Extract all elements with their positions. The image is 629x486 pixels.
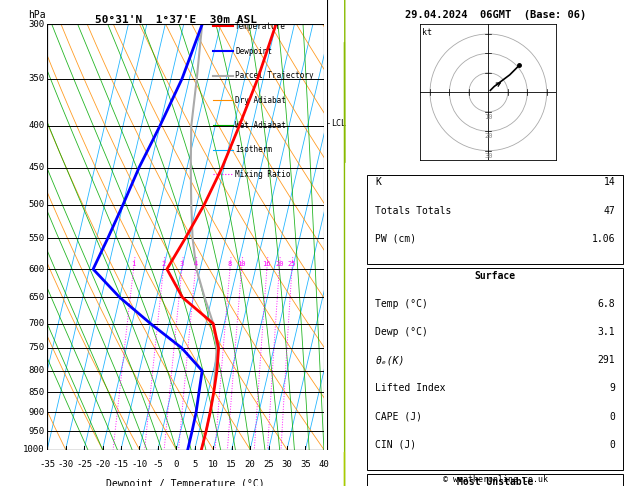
Bar bbox=[367, 175, 623, 264]
Text: Temperature: Temperature bbox=[235, 22, 286, 31]
Text: kt: kt bbox=[422, 28, 432, 37]
Text: PW (cm): PW (cm) bbox=[376, 234, 416, 244]
Text: 50°31'N  1°37'E  30m ASL: 50°31'N 1°37'E 30m ASL bbox=[95, 15, 257, 25]
Text: -20: -20 bbox=[94, 460, 111, 469]
Text: K: K bbox=[376, 177, 381, 188]
Text: Dry Adiabat: Dry Adiabat bbox=[235, 96, 286, 105]
Text: -35: -35 bbox=[39, 460, 55, 469]
Text: 3: 3 bbox=[180, 261, 184, 267]
Text: Dewp (°C): Dewp (°C) bbox=[376, 327, 428, 337]
Text: 291: 291 bbox=[598, 355, 615, 365]
Text: Surface: Surface bbox=[475, 271, 516, 281]
Text: -15: -15 bbox=[113, 460, 129, 469]
Text: θₑ(K): θₑ(K) bbox=[376, 355, 404, 365]
Text: 20: 20 bbox=[275, 261, 284, 267]
Text: 10: 10 bbox=[484, 114, 493, 120]
Text: 3.1: 3.1 bbox=[598, 327, 615, 337]
Text: 650: 650 bbox=[28, 293, 45, 302]
Text: -10: -10 bbox=[131, 460, 147, 469]
Text: -25: -25 bbox=[76, 460, 92, 469]
Text: 20: 20 bbox=[484, 133, 493, 139]
Text: LCL: LCL bbox=[331, 119, 346, 128]
Text: 0: 0 bbox=[174, 460, 179, 469]
Text: 35: 35 bbox=[300, 460, 311, 469]
Text: Most Unstable: Most Unstable bbox=[457, 477, 533, 486]
Text: 350: 350 bbox=[28, 74, 45, 83]
Text: Isotherm: Isotherm bbox=[235, 145, 272, 154]
Text: 0: 0 bbox=[610, 412, 615, 422]
Text: 4: 4 bbox=[193, 261, 198, 267]
Text: 1.06: 1.06 bbox=[592, 234, 615, 244]
Text: 900: 900 bbox=[28, 408, 45, 417]
Text: 10: 10 bbox=[237, 261, 246, 267]
Text: Totals Totals: Totals Totals bbox=[376, 206, 452, 216]
Text: Dewpoint / Temperature (°C): Dewpoint / Temperature (°C) bbox=[106, 479, 265, 486]
Text: 400: 400 bbox=[28, 122, 45, 130]
Text: 1000: 1000 bbox=[23, 445, 45, 454]
Text: 0: 0 bbox=[610, 440, 615, 450]
Text: hPa: hPa bbox=[28, 10, 45, 20]
Text: Lifted Index: Lifted Index bbox=[376, 383, 446, 394]
Text: Dewpoint: Dewpoint bbox=[235, 47, 272, 55]
Text: 1: 1 bbox=[131, 261, 136, 267]
Text: 6.8: 6.8 bbox=[598, 299, 615, 309]
Text: 300: 300 bbox=[28, 20, 45, 29]
Text: 800: 800 bbox=[28, 366, 45, 375]
Text: 600: 600 bbox=[28, 264, 45, 274]
Text: 8: 8 bbox=[228, 261, 232, 267]
Bar bbox=[367, 268, 623, 470]
Text: © weatheronline.co.uk: © weatheronline.co.uk bbox=[443, 474, 548, 484]
Text: 5: 5 bbox=[192, 460, 198, 469]
Text: 25: 25 bbox=[263, 460, 274, 469]
Text: 30: 30 bbox=[484, 153, 493, 158]
Bar bbox=[47, 24, 324, 450]
Text: Wet Adiabat: Wet Adiabat bbox=[235, 121, 286, 130]
Text: 25: 25 bbox=[287, 261, 296, 267]
Text: 16: 16 bbox=[263, 261, 271, 267]
Text: Parcel Trajectory: Parcel Trajectory bbox=[235, 71, 314, 80]
Text: 47: 47 bbox=[604, 206, 615, 216]
Text: -5: -5 bbox=[152, 460, 164, 469]
Text: CIN (J): CIN (J) bbox=[376, 440, 416, 450]
Text: 15: 15 bbox=[226, 460, 237, 469]
Text: 550: 550 bbox=[28, 234, 45, 243]
Text: 700: 700 bbox=[28, 319, 45, 328]
Text: 2: 2 bbox=[161, 261, 165, 267]
Text: 20: 20 bbox=[245, 460, 255, 469]
Text: 14: 14 bbox=[604, 177, 615, 188]
Text: CAPE (J): CAPE (J) bbox=[376, 412, 422, 422]
Text: 10: 10 bbox=[208, 460, 219, 469]
Text: 750: 750 bbox=[28, 344, 45, 352]
Text: -30: -30 bbox=[58, 460, 74, 469]
Text: 950: 950 bbox=[28, 427, 45, 436]
Bar bbox=[367, 474, 623, 486]
Text: Temp (°C): Temp (°C) bbox=[376, 299, 428, 309]
Text: 850: 850 bbox=[28, 388, 45, 397]
Text: 9: 9 bbox=[610, 383, 615, 394]
Text: 30: 30 bbox=[282, 460, 292, 469]
Text: 40: 40 bbox=[318, 460, 330, 469]
Text: 500: 500 bbox=[28, 200, 45, 209]
Text: 450: 450 bbox=[28, 163, 45, 172]
Text: 29.04.2024  06GMT  (Base: 06): 29.04.2024 06GMT (Base: 06) bbox=[404, 10, 586, 20]
Text: Mixing Ratio: Mixing Ratio bbox=[235, 170, 291, 179]
